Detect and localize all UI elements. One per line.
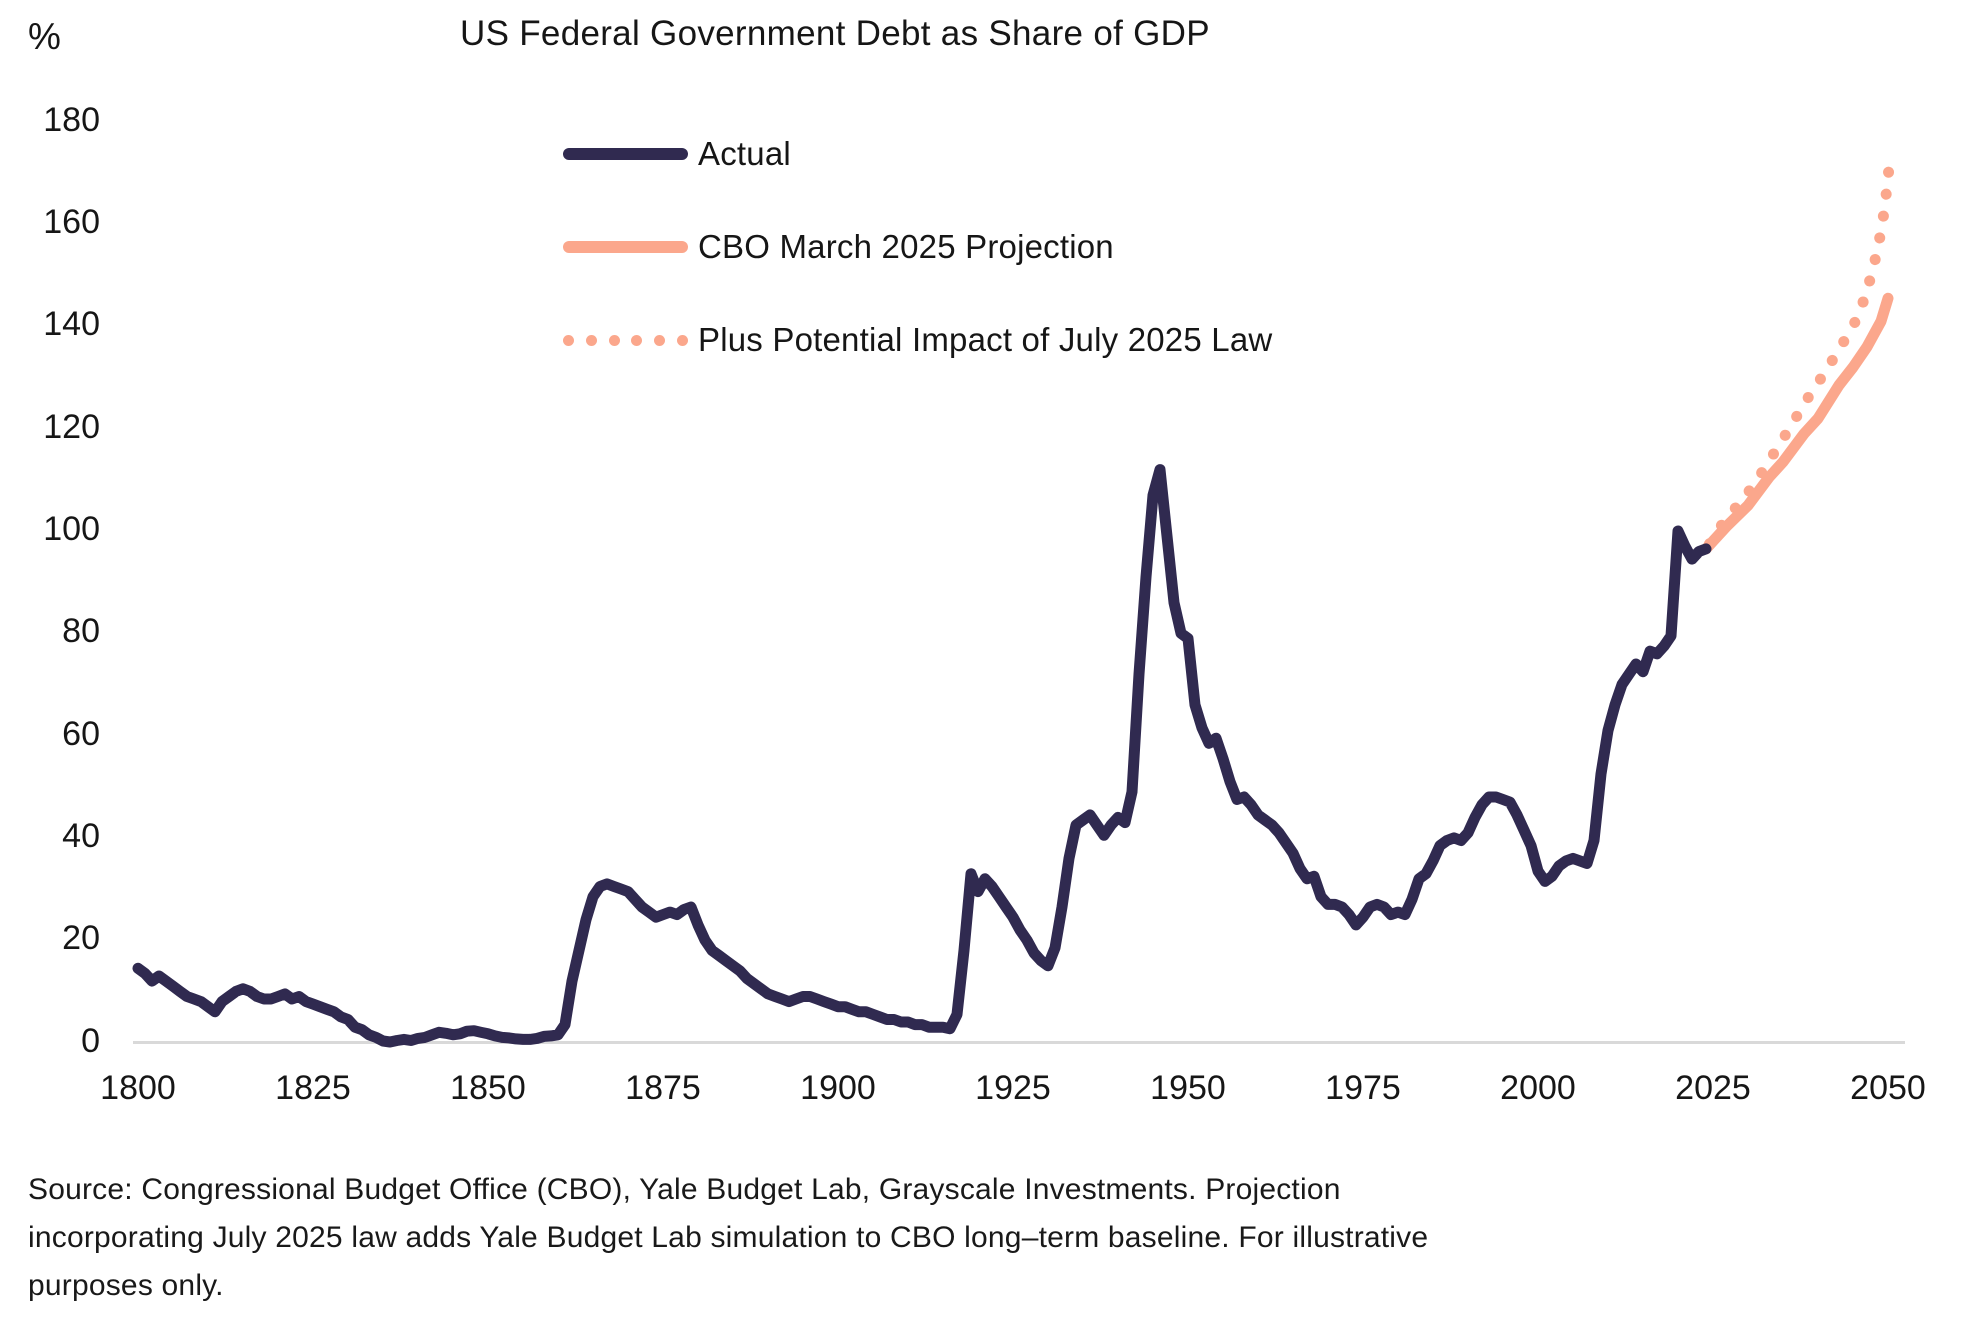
source-line-1: Source: Congressional Budget Office (CBO…: [28, 1173, 1341, 1206]
source-note: Source: Congressional Budget Office (CBO…: [28, 1166, 1588, 1310]
y-tick-label-0: 0: [81, 1021, 100, 1060]
y-tick-label-20: 20: [62, 919, 100, 958]
y-tick-label-140: 140: [43, 305, 100, 344]
x-tick-label-2025: 2025: [1675, 1069, 1751, 1107]
x-tick-label-1950: 1950: [1150, 1069, 1226, 1107]
x-tick-label-1900: 1900: [800, 1069, 876, 1107]
legend-item-cbo-projection: CBO March 2025 Projection: [563, 227, 1114, 267]
source-line-3: purposes only.: [28, 1269, 224, 1302]
y-axis-unit-label: %: [28, 16, 61, 57]
legend-item-actual: Actual: [563, 134, 791, 174]
x-tick-label-1800: 1800: [100, 1069, 176, 1107]
x-tick-label-1850: 1850: [450, 1069, 526, 1107]
x-tick-label-1875: 1875: [625, 1069, 701, 1107]
y-tick-label-40: 40: [62, 816, 100, 855]
y-tick-label-60: 60: [62, 714, 100, 753]
series-line-1: [1700, 292, 1894, 555]
y-tick-label-100: 100: [43, 510, 100, 548]
projection-line-swatch-icon: [563, 241, 688, 253]
x-axis-line: [133, 1041, 1905, 1044]
chart-title: US Federal Government Debt as Share of G…: [460, 14, 1210, 53]
x-tick-label-1975: 1975: [1325, 1069, 1401, 1107]
y-tick-label-160: 160: [43, 203, 100, 242]
x-tick-label-1925: 1925: [975, 1069, 1051, 1107]
series-line-0: [132, 464, 1712, 1048]
legend-label-cbo-projection: CBO March 2025 Projection: [698, 228, 1114, 265]
dotted-line-swatch-icon: [563, 334, 688, 346]
y-tick-label-120: 120: [43, 407, 100, 446]
series-line-2: [1704, 157, 1895, 550]
y-tick-label-80: 80: [62, 612, 100, 651]
x-tick-label-2000: 2000: [1500, 1069, 1576, 1107]
legend-label-july-law: Plus Potential Impact of July 2025 Law: [698, 321, 1273, 358]
legend-item-july-law: Plus Potential Impact of July 2025 Law: [563, 320, 1272, 360]
source-line-2: incorporating July 2025 law adds Yale Bu…: [28, 1221, 1429, 1254]
legend-label-actual: Actual: [698, 135, 791, 172]
x-tick-label-1825: 1825: [275, 1069, 351, 1107]
y-tick-label-180: 180: [43, 100, 100, 139]
actual-line-swatch-icon: [563, 148, 688, 160]
x-tick-label-2050: 2050: [1850, 1069, 1926, 1107]
